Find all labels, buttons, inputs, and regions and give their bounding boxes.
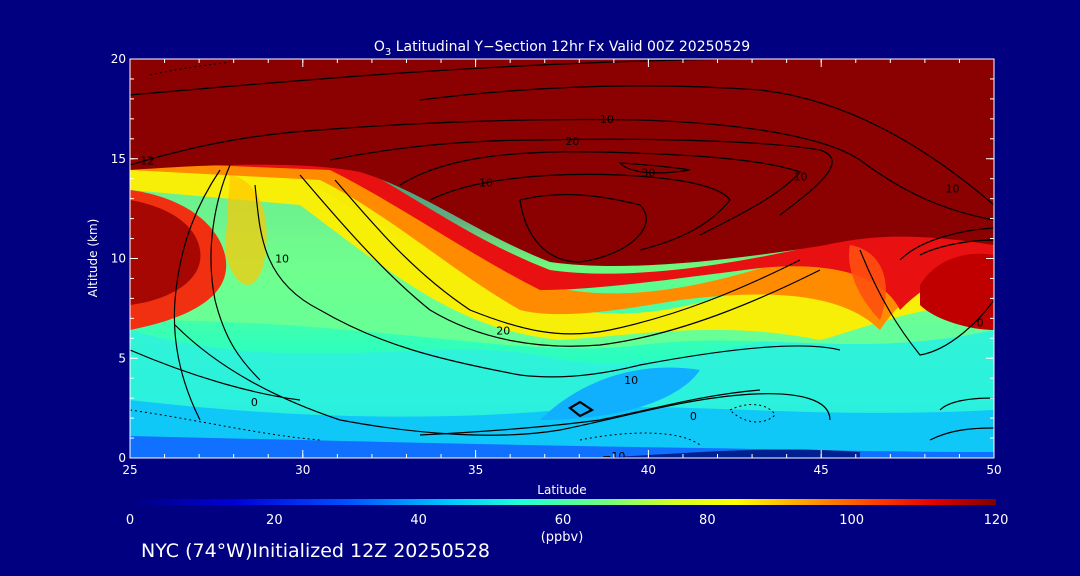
x-tick-label: 25 bbox=[122, 463, 137, 477]
contour-line bbox=[618, 162, 691, 174]
colorbar-tick-label: 120 bbox=[984, 513, 1009, 528]
contour-line bbox=[334, 179, 801, 335]
colorbar bbox=[130, 499, 996, 505]
contour-label: 0 bbox=[251, 396, 258, 409]
heatmap-red-lobe-right bbox=[920, 253, 994, 330]
contour-line bbox=[254, 184, 841, 378]
contour-label: 10 bbox=[600, 113, 614, 126]
heatmap-band-dark-red bbox=[130, 59, 994, 267]
colorbar-tick-label: 40 bbox=[410, 513, 427, 528]
footer-info: NYC (74°W)Initialized 12Z 20250528 bbox=[141, 540, 490, 562]
contour-label: 30 bbox=[641, 167, 655, 180]
heatmap-orange-lobe-right bbox=[849, 245, 886, 320]
colorbar-ticks: 0 20 40 60 80 100 120 bbox=[126, 513, 1009, 528]
x-tick-label: 45 bbox=[814, 463, 829, 477]
y-tick-label: 10 bbox=[111, 252, 126, 266]
x-tick-label: 50 bbox=[986, 463, 1001, 477]
contour-line bbox=[130, 118, 994, 221]
contour-label: 10 bbox=[479, 177, 493, 190]
heatmap-dark-lobe-left bbox=[130, 200, 201, 305]
station-label: NYC (74°W) bbox=[141, 540, 253, 562]
contour-line bbox=[859, 249, 994, 356]
colorbar-tick-label: 20 bbox=[266, 513, 283, 528]
colorbar-tick-label: 0 bbox=[126, 513, 134, 528]
contour-label: 0 bbox=[690, 410, 697, 423]
y-axis-label: Altitude (km) bbox=[86, 219, 100, 298]
colorbar-tick-label: 80 bbox=[699, 513, 716, 528]
contour-label: 0 bbox=[977, 316, 984, 329]
contour-line-negative bbox=[130, 409, 321, 441]
contour-lines bbox=[130, 59, 994, 441]
y-tick-label: 15 bbox=[111, 152, 126, 166]
contour-line bbox=[173, 169, 221, 421]
contour-label: 12 bbox=[140, 155, 154, 168]
contour-line bbox=[419, 389, 761, 436]
contour-label: 10 bbox=[946, 183, 960, 196]
initialized-label: Initialized 12Z 20250528 bbox=[252, 540, 490, 562]
x-axis-label: Latitude bbox=[537, 483, 586, 497]
contour-label: 20 bbox=[565, 135, 579, 148]
x-tick-label: 30 bbox=[295, 463, 310, 477]
contour-line bbox=[329, 138, 833, 216]
contour-line bbox=[568, 400, 595, 418]
heatmap-ground-dark bbox=[600, 449, 860, 458]
colorbar-tick-label: 100 bbox=[839, 513, 864, 528]
y-tick-label: 5 bbox=[118, 351, 126, 365]
contour-line-negative bbox=[579, 432, 701, 446]
contour-line bbox=[130, 59, 741, 96]
heatmap-blue-pocket bbox=[540, 367, 700, 420]
contour-label: 10 bbox=[793, 171, 807, 184]
contour-label: 10 bbox=[275, 253, 289, 266]
contour-lines-negative bbox=[130, 61, 776, 446]
contour-label: 20 bbox=[496, 324, 510, 337]
x-tick-label: 35 bbox=[468, 463, 483, 477]
contour-line bbox=[919, 239, 994, 256]
colorbar-tick-label: 60 bbox=[555, 513, 572, 528]
contour-line bbox=[299, 174, 821, 347]
contour-line bbox=[130, 349, 301, 401]
axes: 25 30 35 40 45 50 0 5 10 15 20 bbox=[111, 52, 1002, 477]
colorbar-units: (ppbv) bbox=[541, 530, 584, 545]
contour-line bbox=[929, 427, 994, 441]
contour-line bbox=[174, 324, 831, 436]
contour-line bbox=[419, 85, 994, 206]
y-tick-label: 0 bbox=[118, 451, 126, 465]
contour-label: 10 bbox=[624, 374, 638, 387]
y-tick-label: 20 bbox=[111, 52, 126, 66]
heatmap-band-orange bbox=[130, 140, 994, 330]
contour-line bbox=[399, 151, 802, 236]
contour-line bbox=[429, 173, 731, 251]
contour-line bbox=[519, 193, 647, 263]
contour-line bbox=[899, 227, 994, 261]
contour-line bbox=[939, 397, 994, 411]
x-tick-label: 40 bbox=[641, 463, 656, 477]
chart-title: O3 Latitudinal Y−Section 12hr Fx Valid 0… bbox=[374, 39, 750, 58]
contour-line bbox=[210, 164, 261, 381]
